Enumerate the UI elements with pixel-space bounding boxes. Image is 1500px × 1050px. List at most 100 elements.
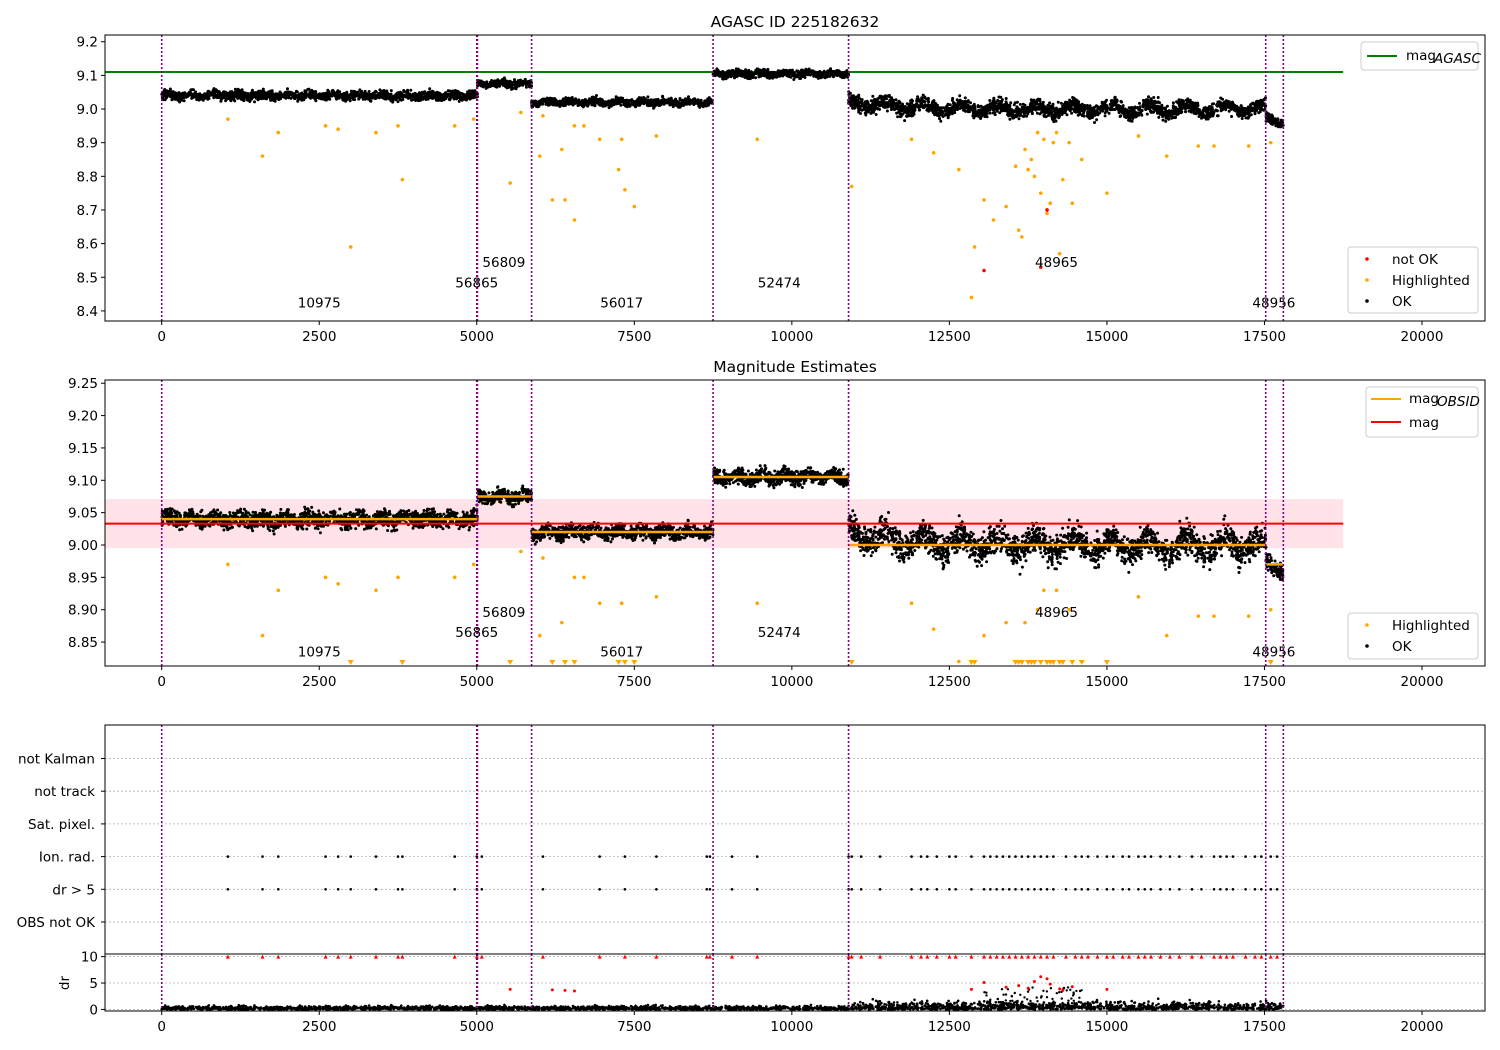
ok-point xyxy=(597,100,601,104)
ok-point xyxy=(183,91,187,95)
ok-point xyxy=(310,89,314,93)
ok-point xyxy=(193,92,197,96)
ok-point xyxy=(801,71,805,75)
ok-point xyxy=(1219,109,1223,113)
ok-point xyxy=(646,95,650,99)
ok-point xyxy=(304,92,308,96)
ok-point xyxy=(762,71,765,75)
ok-point xyxy=(335,97,338,101)
ok-point xyxy=(690,99,694,103)
ok-point xyxy=(854,98,858,102)
ok-point xyxy=(1015,100,1019,104)
ok-point xyxy=(744,73,748,77)
ok-point xyxy=(219,92,223,96)
ok-point xyxy=(1171,101,1175,105)
ok-point xyxy=(874,98,878,102)
ok-point xyxy=(198,92,202,96)
ok-point xyxy=(428,87,432,91)
ok-point xyxy=(1216,100,1220,104)
ok-point xyxy=(1176,112,1180,116)
ok-point xyxy=(1009,101,1013,105)
ok-point xyxy=(874,113,878,116)
ok-point xyxy=(1167,112,1171,116)
ok-point xyxy=(1168,109,1172,113)
ok-point xyxy=(503,84,506,87)
ok-point xyxy=(738,73,742,77)
ok-point xyxy=(192,88,195,92)
ok-point xyxy=(358,88,362,92)
ok-point xyxy=(379,95,383,98)
ok-point xyxy=(632,103,636,107)
ok-point xyxy=(627,102,631,106)
ok-point xyxy=(481,82,485,86)
ok-point xyxy=(786,70,790,74)
ok-point xyxy=(229,99,233,103)
ok-point xyxy=(352,89,356,93)
ok-point xyxy=(248,98,252,102)
ok-point xyxy=(1215,104,1219,108)
ok-point xyxy=(387,97,391,101)
ok-point xyxy=(1200,116,1203,120)
ok-point xyxy=(479,79,483,83)
ok-point xyxy=(590,103,594,107)
ok-point xyxy=(263,93,267,97)
ok-point xyxy=(709,99,713,103)
ok-point xyxy=(508,85,512,88)
ok-point xyxy=(650,103,654,107)
ok-point xyxy=(1153,99,1157,103)
ok-point xyxy=(410,98,414,102)
ok-point xyxy=(1054,119,1058,123)
ok-point xyxy=(279,97,282,101)
ok-point xyxy=(757,69,761,73)
ok-point xyxy=(170,98,174,102)
ok-point xyxy=(294,89,298,93)
ok-point xyxy=(533,102,537,106)
ok-point xyxy=(654,98,658,102)
ok-point xyxy=(1059,101,1063,105)
ok-point xyxy=(804,72,808,76)
ok-point xyxy=(242,97,245,101)
ok-point xyxy=(520,81,524,85)
ok-point xyxy=(423,90,427,94)
ok-point xyxy=(635,99,639,103)
ok-point xyxy=(835,69,839,72)
ok-point xyxy=(446,89,450,93)
ok-point xyxy=(391,99,395,103)
ok-point xyxy=(1240,117,1244,120)
ok-point xyxy=(257,93,261,97)
ok-point xyxy=(235,94,239,97)
ok-point xyxy=(468,97,472,101)
ok-point xyxy=(611,100,615,104)
ok-point xyxy=(163,90,167,94)
ok-point xyxy=(230,90,234,94)
ok-point xyxy=(795,75,799,79)
ok-point xyxy=(502,77,506,81)
ok-point xyxy=(1043,112,1047,115)
ok-point xyxy=(1021,102,1025,106)
ok-point xyxy=(445,95,449,99)
ok-point xyxy=(405,89,409,93)
ok-point xyxy=(252,91,255,95)
ok-point xyxy=(564,96,568,100)
ok-point xyxy=(1085,106,1089,110)
ok-point xyxy=(315,94,319,98)
ok-point xyxy=(197,98,201,102)
ok-point xyxy=(285,91,289,95)
ok-point xyxy=(1071,96,1075,99)
ok-point xyxy=(179,97,183,100)
ok-point xyxy=(828,68,832,72)
ok-point xyxy=(733,76,736,80)
ok-point xyxy=(1012,103,1016,107)
ok-point xyxy=(300,98,304,102)
ok-point xyxy=(596,97,600,101)
ok-point xyxy=(754,76,758,80)
ok-point xyxy=(916,95,920,99)
ok-point xyxy=(389,89,393,93)
ok-point xyxy=(598,103,602,107)
ok-point xyxy=(731,71,735,75)
ok-point xyxy=(640,101,644,105)
ok-point xyxy=(394,93,398,97)
ok-point xyxy=(290,93,294,97)
ok-point xyxy=(789,75,793,79)
ok-point xyxy=(438,94,442,97)
